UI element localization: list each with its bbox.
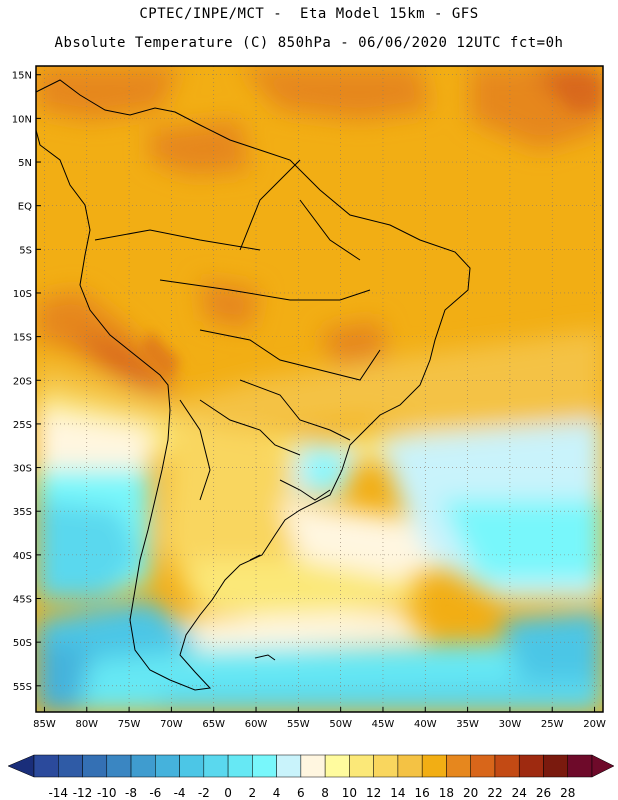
- colorbar-label: 20: [463, 786, 478, 800]
- colorbar-label: 12: [366, 786, 381, 800]
- lon-label: 70W: [160, 719, 183, 730]
- colorbar-label: -8: [125, 786, 137, 800]
- map-title: CPTEC/INPE/MCT - Eta Model 15km - GFS: [139, 6, 479, 22]
- lat-label: 30S: [13, 464, 32, 475]
- lat-label: 40S: [13, 551, 32, 562]
- lat-label: 10S: [13, 289, 32, 300]
- lon-label: 80W: [75, 719, 98, 730]
- colorbar-label: 0: [224, 786, 232, 800]
- lon-label: 30W: [499, 719, 522, 730]
- colorbar-swatch: [82, 754, 108, 778]
- colorbar-label: -2: [198, 786, 210, 800]
- lon-label: 65W: [202, 719, 225, 730]
- colorbar-label: 28: [560, 786, 575, 800]
- colorbar-high-arrow: [591, 754, 615, 778]
- lat-label: 35S: [13, 507, 32, 518]
- temperature-field: [36, 66, 603, 712]
- colorbar-swatch: [130, 754, 156, 778]
- lat-label: 50S: [13, 638, 32, 649]
- colorbar-swatch: [446, 754, 471, 778]
- colorbar-swatch: [300, 754, 326, 778]
- colorbar-label: 16: [415, 786, 430, 800]
- colorbar-label: -4: [174, 786, 186, 800]
- colorbar-swatch: [155, 754, 180, 778]
- lon-label: 25W: [541, 719, 564, 730]
- lat-label: 5N: [18, 158, 32, 169]
- lon-label: 75W: [118, 719, 141, 730]
- colorbar-swatch: [179, 754, 205, 778]
- colorbar-label: -6: [149, 786, 161, 800]
- lon-label: 45W: [372, 719, 395, 730]
- colorbar-swatch: [543, 754, 568, 778]
- colorbar-swatch: [349, 754, 374, 778]
- lat-label: 15N: [12, 71, 32, 82]
- colorbar-swatch: [33, 754, 59, 778]
- colorbar-label: -10: [97, 786, 117, 800]
- colorbar-swatch: [397, 754, 423, 778]
- colorbar-label: 4: [273, 786, 281, 800]
- colorbar-label: -12: [73, 786, 93, 800]
- colorbar-swatch: [518, 754, 544, 778]
- colorbar-swatch: [567, 754, 593, 778]
- colorbar: -14 -12 -10 -8 -6 -4 -2 0 2 4 6 8 10 12 14 16 18 20 22 24 26…: [7, 754, 615, 800]
- colorbar-swatch: [106, 754, 132, 778]
- colorbar-label: 24: [512, 786, 527, 800]
- lat-label: 25S: [13, 420, 32, 431]
- coastlines: [35, 79, 471, 691]
- colorbar-label: 8: [321, 786, 329, 800]
- lat-label: 45S: [13, 595, 32, 606]
- colorbar-label: 2: [249, 786, 257, 800]
- colorbar-low-arrow: [7, 754, 35, 778]
- colorbar-swatch: [203, 754, 229, 778]
- lat-label: 55S: [13, 682, 32, 693]
- lon-label: 50W: [329, 719, 352, 730]
- colorbar-swatch: [252, 754, 277, 778]
- colorbar-label: 6: [297, 786, 305, 800]
- lat-label: EQ: [18, 202, 32, 213]
- colorbar-swatch: [227, 754, 253, 778]
- lat-label: 10N: [12, 114, 32, 125]
- lon-label: 60W: [245, 719, 268, 730]
- lon-label: 40W: [414, 719, 437, 730]
- colorbar-swatch: [421, 754, 447, 778]
- colorbar-label: 22: [487, 786, 502, 800]
- lon-label: 55W: [287, 719, 310, 730]
- colorbar-swatch: [494, 754, 520, 778]
- plot-frame: [35, 65, 604, 713]
- colorbar-swatch: [276, 754, 302, 778]
- map-subtitle: Absolute Temperature (C) 850hPa - 06/06/…: [54, 35, 564, 51]
- lat-label: 15S: [13, 333, 32, 344]
- lon-label: 35W: [456, 719, 479, 730]
- lat-label: 20S: [13, 376, 32, 387]
- colorbar-swatch: [373, 754, 399, 778]
- colorbar-label: 14: [390, 786, 405, 800]
- colorbar-swatch: [324, 754, 350, 778]
- colorbar-label: 26: [536, 786, 551, 800]
- colorbar-swatch: [470, 754, 496, 778]
- colorbar-label: 10: [342, 786, 357, 800]
- graticule-grid: 15N 10N 5N EQ 5S 10S 15S 20S 25S 30S 35S 40S 45S 50S 5…: [12, 66, 606, 730]
- colorbar-label: -14: [48, 786, 68, 800]
- lat-label: 5S: [19, 245, 32, 256]
- lon-label: 85W: [33, 719, 56, 730]
- lon-label: 20W: [583, 719, 606, 730]
- colorbar-swatch: [58, 754, 83, 778]
- colorbar-label: 18: [439, 786, 454, 800]
